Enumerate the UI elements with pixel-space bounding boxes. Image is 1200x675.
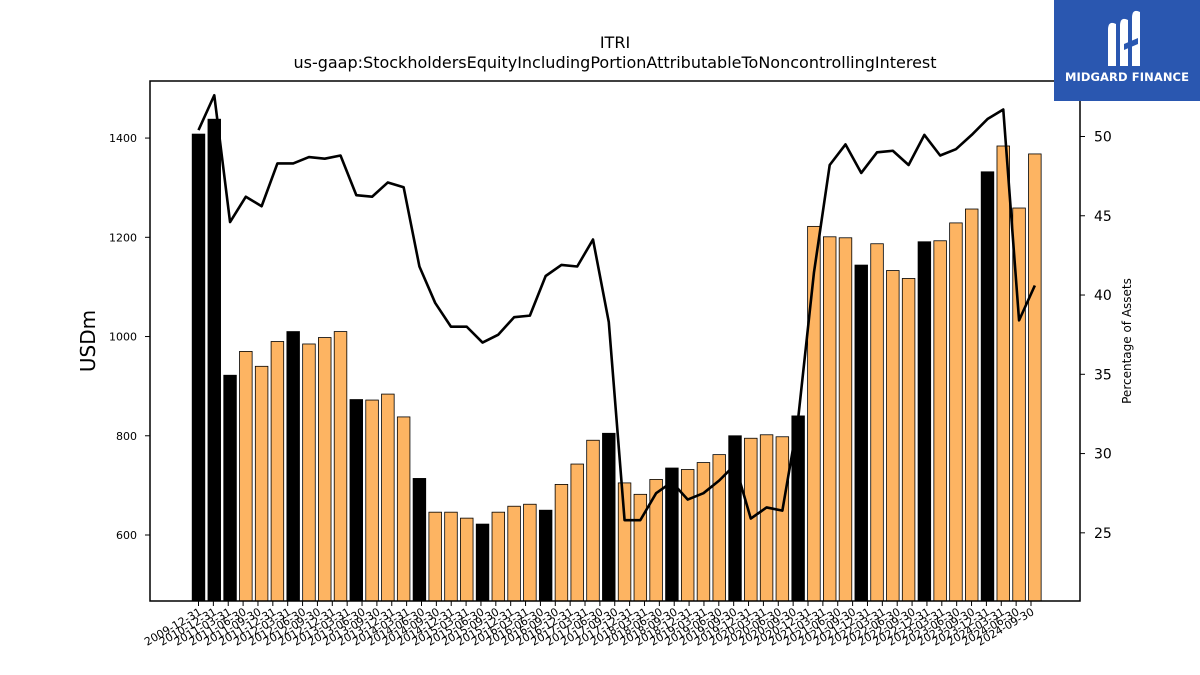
bar	[728, 435, 742, 602]
right-y-axis: 25 30 35 40 45 50	[1080, 129, 1112, 542]
bar	[823, 236, 837, 602]
bar	[333, 331, 348, 602]
bar	[396, 416, 411, 602]
bar	[933, 240, 947, 602]
bar	[901, 278, 916, 602]
bar	[775, 436, 790, 602]
bar	[649, 479, 663, 602]
bar	[696, 462, 711, 602]
y2-tick-label: 45	[1094, 209, 1112, 225]
y2-tick-label: 30	[1094, 447, 1112, 463]
bar	[270, 341, 285, 602]
y2-tick-label: 40	[1094, 288, 1112, 304]
bar	[523, 503, 537, 602]
bar	[538, 509, 553, 602]
left-y-axis: 600 800 1000 1200 1400	[109, 132, 150, 542]
y-tick-label: 1000	[109, 331, 137, 344]
bar	[349, 399, 364, 602]
bar	[460, 517, 474, 602]
bar	[996, 145, 1010, 602]
bar	[239, 351, 253, 602]
y-tick-label: 600	[116, 529, 137, 542]
bar	[491, 511, 506, 602]
bar	[870, 243, 884, 602]
bar	[302, 343, 316, 602]
y-tick-label: 1400	[109, 132, 137, 145]
percentage-line	[197, 93, 1037, 522]
y2-tick-label: 50	[1094, 129, 1112, 145]
bar	[254, 365, 269, 602]
chart-title: ITRI	[600, 33, 630, 52]
right-y-axis-label: Percentage of Assets	[1120, 278, 1134, 404]
y2-tick-label: 35	[1094, 367, 1112, 383]
bar	[602, 432, 616, 602]
bar	[365, 399, 379, 602]
bar	[886, 270, 900, 602]
bar	[949, 222, 963, 602]
y-tick-label: 1200	[109, 231, 137, 244]
line-series-layer	[197, 93, 1037, 522]
bar	[965, 208, 979, 602]
bar	[412, 478, 427, 602]
bar	[428, 511, 442, 602]
chart-subtitle: us-gaap:StockholdersEquityIncludingPorti…	[293, 53, 936, 72]
bar	[191, 133, 206, 602]
bar	[917, 241, 932, 602]
bar	[980, 171, 995, 602]
y2-tick-label: 25	[1094, 526, 1112, 542]
bar	[381, 393, 395, 602]
bar	[680, 469, 695, 602]
bar	[1028, 153, 1042, 602]
bar	[617, 482, 632, 602]
bar	[318, 337, 332, 602]
bar	[475, 523, 490, 602]
bar	[586, 439, 600, 602]
bar	[286, 331, 300, 602]
x-axis: 2009-12-312010-12-312011-03-312011-06-30…	[142, 601, 1037, 649]
bar	[223, 374, 237, 602]
bar	[854, 264, 868, 602]
midgard-finance-logo: MIDGARD FINANCE	[1054, 0, 1200, 101]
bar	[554, 483, 569, 602]
y-axis-label: USDm	[76, 310, 100, 372]
bar	[444, 511, 458, 602]
logo-text: MIDGARD FINANCE	[1064, 70, 1190, 84]
bar	[838, 237, 853, 602]
bar	[207, 118, 221, 602]
bar	[570, 463, 584, 602]
bar-series	[191, 118, 1042, 602]
logo-mark-icon	[1108, 10, 1140, 66]
bar	[507, 505, 521, 602]
y-tick-label: 800	[116, 430, 137, 443]
bar	[759, 434, 774, 602]
